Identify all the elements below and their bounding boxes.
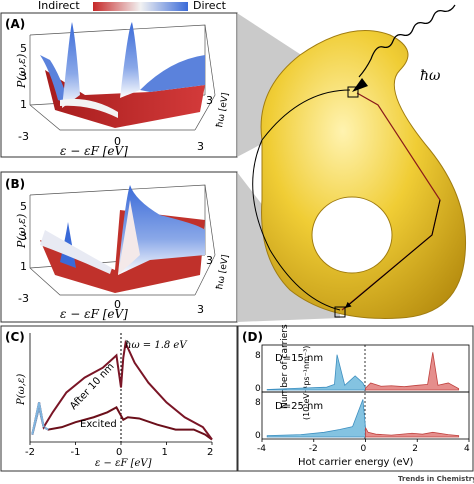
panel-a-x-tick-3: 3 <box>197 140 204 153</box>
panel-d-y-axis-label-2: (10³eV⁻¹ps⁻¹nm⁻³) <box>302 346 311 420</box>
panel-d-sub-label-2: D=25 nm <box>275 401 323 412</box>
photon-arrowhead <box>352 78 368 92</box>
panel-a-x-axis-label: ε − εF [eV] <box>60 144 128 158</box>
panel-d-area-2-electrons <box>365 427 460 438</box>
panel-d-x-axis-label: Hot carrier energy (eV) <box>298 457 414 468</box>
panel-c-frame <box>0 325 238 472</box>
panel-a-z-tick-1: 1 <box>20 98 27 111</box>
carrier-path-arrow <box>344 199 441 309</box>
panel-c-xtick-label: -2 <box>25 447 35 458</box>
panel-d-sub-label-1: D=15 nm <box>275 353 323 364</box>
panel-b-x-axis-label: ε − εF [eV] <box>60 307 128 321</box>
panel-a-x-tick-0: 0 <box>114 135 121 148</box>
panel-a-z-axis-label: P(ω,ε) <box>15 54 28 89</box>
panel-d-xtick-label: 4 <box>464 444 470 454</box>
panel-d-xtick-label: -4 <box>257 444 266 454</box>
panel-d-y-axis-label-1: Number of carriers <box>280 324 290 409</box>
colorbar-right-label: Direct <box>193 0 227 12</box>
panel-c-label-excited: Excited <box>80 419 117 430</box>
panel-c-series-2-low-energy <box>31 402 45 435</box>
panel-a-label: (A) <box>5 17 25 31</box>
panel-a-z-tick-3: 3 <box>20 70 27 83</box>
panel-c-xtick-label: 0 <box>116 447 122 458</box>
photon-wave <box>358 4 456 78</box>
panel-b-axes: P(ω,ε) 1 3 5 -3 0 3 3 ε − εF [eV] ħω [eV… <box>15 200 231 321</box>
panel-b: (B) P(ω,ε) 1 3 5 -3 0 3 3 ε − εF [eV] ħω… <box>0 171 238 323</box>
panel-c-x-axis-label: ε − εF [eV] <box>95 458 152 469</box>
panel-d-x-ticks: -4 -2 0 2 4 <box>257 439 470 454</box>
panel-c-photon-annotation: ħω = 1.8 eV <box>125 340 188 351</box>
panel-a-surface <box>40 22 205 128</box>
panel-d-xtick-label: -2 <box>309 444 318 454</box>
panel-c-series-2 <box>31 339 213 441</box>
panel-b-z-axis-label: P(ω,ε) <box>15 214 28 249</box>
panel-c-xtick-label: 2 <box>207 447 213 458</box>
colorbar-gradient <box>93 2 188 11</box>
panel-d-top-ytick-0: 0 <box>255 384 261 394</box>
panel-b-surface <box>40 185 205 293</box>
boundary-arc-top <box>261 89 351 141</box>
panel-d-bottom-ytick-0: 0 <box>255 431 261 441</box>
panel-c-xtick-label: 1 <box>162 447 168 458</box>
panel-c: (C) P(ω,ε) -2 -1 0 1 2 ħω = 1.8 eV After 10 … <box>0 325 238 472</box>
gold-particle <box>260 30 467 319</box>
panel-c-curves <box>31 339 213 441</box>
colorbar: Indirect Direct <box>38 0 227 12</box>
boundary-arc-left <box>252 139 341 311</box>
nanoparticle-illustration: ħω <box>252 4 467 319</box>
zoom-box-bottom <box>334 306 346 318</box>
panel-b-depth-tick: 3 <box>206 254 213 267</box>
panel-d-areas <box>266 352 460 438</box>
panel-c-xtick-label: -1 <box>71 447 81 458</box>
panel-b-z-tick-1: 1 <box>20 260 27 273</box>
panel-b-x-tick-3: 3 <box>197 303 204 316</box>
panel-d-label: (D) <box>242 330 263 344</box>
panel-a: (A) P(ω,ε) 1 3 5 -3 0 3 3 ε − εF [eV] <box>0 12 238 158</box>
panel-a-x-tick-m3: -3 <box>18 130 29 143</box>
particle-hole <box>311 196 393 274</box>
panel-d-top-ytick-8: 8 <box>255 351 261 361</box>
panel-d-bottom-ytick-8: 8 <box>255 398 261 408</box>
panel-b-z-tick-3: 3 <box>20 230 27 243</box>
photon-label: ħω <box>420 68 441 84</box>
zoom-box-top <box>347 86 359 98</box>
panel-d-xtick-label: 0 <box>361 444 367 454</box>
panel-b-x-tick-0: 0 <box>114 298 121 311</box>
panel-d-xtick-label: 2 <box>412 444 418 454</box>
panel-a-z-tick-5: 5 <box>20 42 27 55</box>
panel-b-label: (B) <box>5 177 25 191</box>
panel-d-frame <box>237 325 474 472</box>
colorbar-left-label: Indirect <box>38 0 80 12</box>
panel-c-label: (C) <box>5 330 25 344</box>
panel-c-x-ticks: -2 -1 0 1 2 <box>25 442 213 458</box>
panel-c-y-axis-label: P(ω,ε) <box>16 374 27 406</box>
panel-d: (D) Number of carriers (10³eV⁻¹ps⁻¹nm⁻³)… <box>237 324 474 472</box>
panel-a-depth-tick: 3 <box>206 94 213 107</box>
journal-credit: Trends in Chemistry <box>398 475 474 483</box>
panel-b-z-tick-5: 5 <box>20 200 27 213</box>
panel-d-area-1-electrons <box>365 352 460 391</box>
panel-b-x-tick-m3: -3 <box>18 292 29 305</box>
